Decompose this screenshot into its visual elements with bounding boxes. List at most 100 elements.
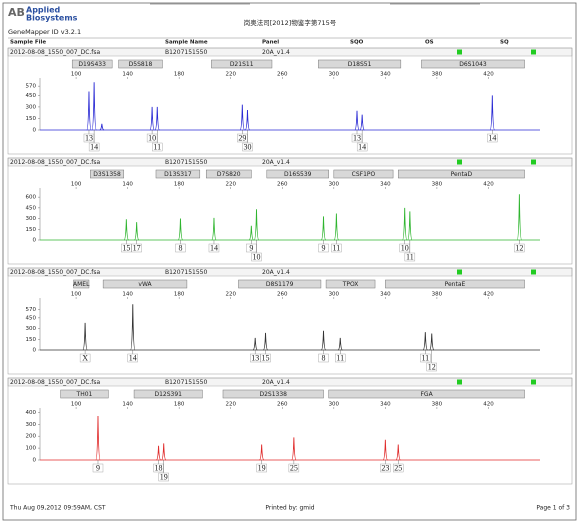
locus-bin	[155, 169, 201, 179]
locus-name: PentaE	[445, 281, 466, 288]
allele-box	[256, 463, 267, 473]
x-tick-label: 300	[329, 72, 340, 78]
peak	[239, 104, 245, 131]
footer-page: Page 1 of 3	[536, 505, 570, 512]
y-tick-label: 300	[26, 216, 37, 222]
locus-bin	[205, 169, 252, 179]
x-tick-label: 420	[483, 182, 494, 188]
locus-bin	[73, 279, 90, 289]
y-tick-label: 300	[26, 422, 37, 428]
peak	[244, 109, 251, 131]
allele-box	[79, 353, 91, 363]
allele-label: 14	[129, 353, 137, 362]
allele-box	[88, 142, 100, 152]
allele-label: 29	[238, 133, 246, 142]
allele-label: 25	[394, 463, 402, 472]
allele-box	[356, 142, 368, 152]
locus-name: D2S1338	[259, 391, 287, 398]
allele-box	[426, 362, 437, 372]
x-tick-label: 100	[71, 72, 82, 78]
y-tick-label: 600	[26, 195, 37, 201]
x-tick-label: 300	[329, 182, 340, 188]
peak	[359, 114, 365, 131]
allele-box	[251, 252, 262, 262]
sample-name: B1207151550	[165, 269, 207, 276]
sample-name: B1207151550	[165, 379, 207, 386]
footer-date: Thu Aug 09,2012 09:59AM, CST	[9, 505, 106, 512]
x-tick-label: 340	[380, 182, 391, 188]
locus-bin	[266, 169, 329, 179]
x-tick-label: 100	[71, 292, 82, 298]
locus-bin	[397, 169, 525, 179]
y-tick-label: 450	[26, 315, 37, 321]
allele-label: 15	[262, 353, 270, 362]
sample-name: B1207151550	[165, 49, 207, 56]
allele-label: 10	[401, 243, 409, 252]
allele-box	[335, 353, 346, 363]
x-tick-label: 340	[380, 402, 391, 408]
peak	[161, 443, 167, 461]
locus-name: D7S820	[217, 171, 241, 178]
x-tick-label: 140	[122, 72, 133, 78]
allele-label: 15	[122, 243, 130, 252]
allele-box	[420, 353, 431, 363]
allele-label: 23	[381, 463, 389, 472]
x-tick-label: 420	[483, 72, 494, 78]
x-tick-label: 300	[329, 402, 340, 408]
locus-bin	[71, 59, 113, 69]
y-tick-label: 100	[26, 446, 37, 452]
panel-border	[7, 47, 573, 155]
peak	[177, 218, 184, 241]
panel-name: 20A_v1.4	[262, 379, 290, 386]
peak	[252, 337, 258, 351]
locus-name: D3S1358	[93, 171, 121, 178]
y-tick-label: 450	[26, 93, 37, 99]
locus-name: CSF1PO	[352, 171, 376, 178]
peak	[259, 444, 265, 461]
allele-box	[331, 243, 342, 253]
x-tick-label: 260	[277, 182, 288, 188]
logo-text: Applied	[26, 6, 61, 15]
allele-box	[158, 472, 169, 482]
column-label: Panel	[262, 40, 279, 46]
allele-label: 11	[406, 252, 414, 261]
quality-flag	[457, 49, 462, 55]
panel-border	[7, 157, 573, 265]
column-label: Sample File	[10, 40, 46, 46]
sample-file: 2012-08-08_1550_007_DC.fsa	[10, 269, 101, 276]
allele-label: 10	[252, 252, 260, 261]
allele-box	[175, 243, 186, 253]
peak	[95, 415, 101, 461]
peak	[156, 445, 161, 461]
quality-flag	[457, 379, 462, 385]
locus-bin	[385, 279, 525, 289]
peak	[320, 330, 327, 351]
y-tick-label: 200	[26, 434, 37, 440]
allele-box	[487, 133, 498, 143]
y-tick-label: 0	[33, 458, 37, 464]
locus-bin	[60, 389, 109, 399]
x-tick-label: 220	[225, 402, 236, 408]
allele-box	[131, 243, 142, 253]
x-tick-label: 260	[277, 292, 288, 298]
allele-label: 25	[290, 463, 298, 472]
peak	[154, 106, 160, 131]
allele-box	[404, 252, 416, 262]
locus-name: D21S11	[230, 61, 254, 68]
y-tick-label: 400	[26, 410, 37, 416]
x-tick-label: 380	[432, 402, 443, 408]
x-tick-label: 220	[225, 292, 236, 298]
locus-bin	[90, 169, 125, 179]
locus-bin	[238, 279, 322, 289]
panel-name: 20A_v1.4	[262, 269, 290, 276]
allele-label: 14	[210, 243, 218, 252]
allele-label: 13	[85, 133, 93, 142]
locus-bin	[421, 59, 525, 69]
locus-name: D8S1179	[266, 281, 294, 288]
panel-border	[7, 267, 573, 375]
panel-name: 20A_v1.4	[262, 49, 290, 56]
allele-box	[152, 142, 163, 152]
column-label: SQO	[350, 40, 364, 46]
allele-label: 8	[322, 353, 326, 362]
